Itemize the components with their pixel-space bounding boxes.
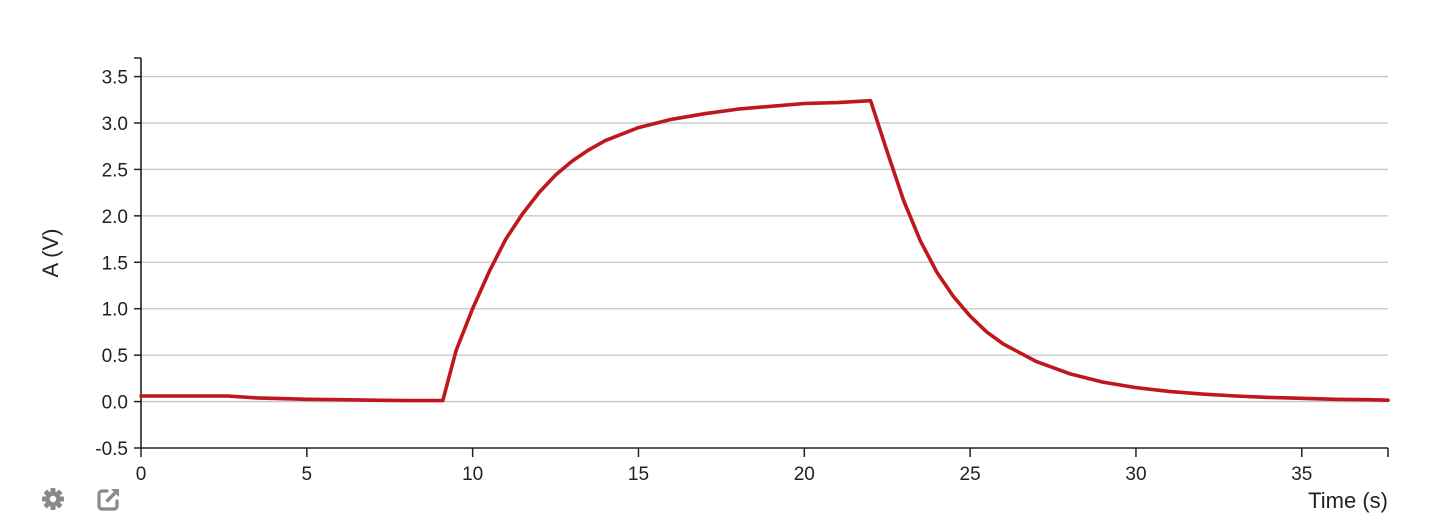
tick-labels: -0.5 0.0 0.5 1.0 1.5 2.0 2.5 3.0 3.5 0 5 10 15 20 25 30… [95,68,1312,485]
y-tick-label: 1.5 [102,253,128,274]
y-tick-label: 2.0 [102,207,128,228]
y-tick-label: -0.5 [95,439,128,460]
grid-lines [141,75,1388,403]
series-line-1 [139,98,1390,403]
x-axis-label: Time (s) [1308,488,1388,513]
y-tick-label: 0.0 [102,393,128,414]
y-axis-label: A (V) [38,229,63,278]
y-tick-label: 0.5 [102,346,128,367]
chart-toolbar [38,484,124,514]
x-tick-label: 30 [1125,464,1146,485]
y-tick-label: 1.0 [102,300,128,321]
y-tick-label: 2.5 [102,160,128,181]
y-tick-label: 3.5 [102,68,128,89]
x-tick-label: 15 [628,464,649,485]
x-tick-label: 10 [462,464,483,485]
y-tick-label: 3.0 [102,114,128,135]
x-tick-label: 35 [1291,464,1312,485]
x-tick-label: 5 [302,464,313,485]
external-link-icon[interactable] [94,484,124,514]
x-tick-label: 20 [794,464,815,485]
axes [134,57,1389,457]
x-tick-label: 0 [136,464,147,485]
gear-icon[interactable] [38,484,68,514]
x-tick-label: 25 [960,464,981,485]
series-layer [139,98,1390,403]
